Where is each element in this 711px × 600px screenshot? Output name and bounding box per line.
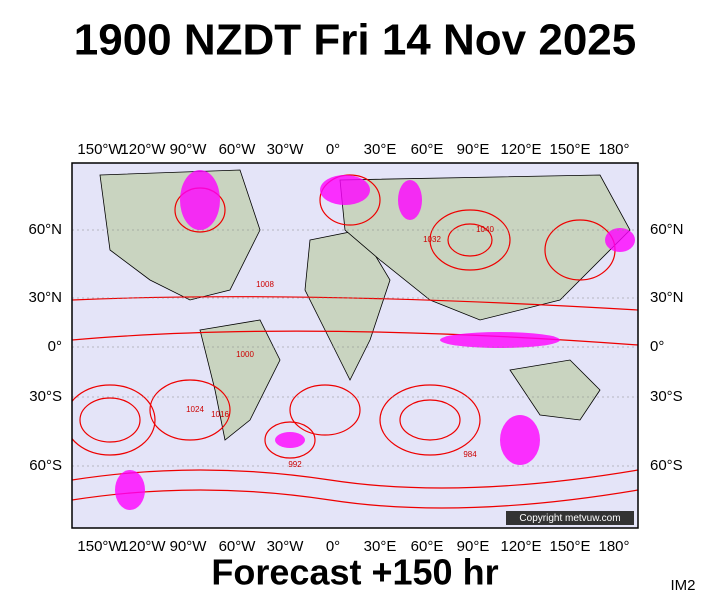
- longitude-label: 150°W: [77, 141, 123, 158]
- longitude-label: 90°W: [170, 538, 208, 555]
- isobar-label: 1008: [256, 280, 274, 289]
- longitude-label: 30°E: [364, 538, 397, 555]
- longitude-label: 30°W: [267, 141, 305, 158]
- longitude-label: 60°E: [411, 141, 444, 158]
- latitude-label: 60°S: [650, 457, 683, 474]
- latitude-label: 30°S: [650, 388, 683, 405]
- longitude-label: 30°W: [267, 538, 305, 555]
- longitude-label: 90°E: [457, 141, 490, 158]
- longitude-label: 30°E: [364, 141, 397, 158]
- isobar-label: 1032: [423, 235, 441, 244]
- longitude-label: 60°W: [219, 538, 257, 555]
- latitude-label: 60°S: [29, 457, 62, 474]
- forecast: Forecast +150 hr: [211, 552, 498, 593]
- latitude-label: 30°S: [29, 388, 62, 405]
- longitude-label: 120°E: [500, 141, 541, 158]
- latitude-label: 30°N: [650, 289, 684, 306]
- longitude-label: 150°E: [549, 141, 590, 158]
- longitude-label: 60°E: [411, 538, 444, 555]
- axes: 150°W150°W120°W120°W90°W90°W60°W60°W30°W…: [28, 141, 683, 555]
- isobar-label: 992: [288, 460, 302, 469]
- longitude-label: 150°W: [77, 538, 123, 555]
- longitude-label: 180°: [598, 141, 629, 158]
- map: 1016 1024 1000 992 1040 1032 1008 984 Copyright…: [28, 141, 683, 555]
- longitude-label: 0°: [326, 538, 340, 555]
- longitude-label: 120°E: [500, 538, 541, 555]
- isobar-label: 1000: [236, 350, 254, 359]
- longitude-label: 90°W: [170, 141, 208, 158]
- latitude-label: 0°: [48, 338, 62, 355]
- longitude-label: 90°E: [457, 538, 490, 555]
- latitude-label: 30°N: [28, 289, 62, 306]
- longitude-label: 120°W: [120, 538, 166, 555]
- copyright: Copyright metvuw.com: [519, 513, 620, 524]
- isobar-label: 984: [463, 450, 477, 459]
- image-code: IM2: [670, 577, 695, 594]
- longitude-label: 150°E: [549, 538, 590, 555]
- map-features: 1016 1024 1000 992 1040 1032 1008 984: [72, 169, 638, 510]
- isobar-label: 1040: [476, 225, 494, 234]
- latitude-label: 60°N: [28, 221, 62, 238]
- longitude-label: 180°: [598, 538, 629, 555]
- copyright-box: [506, 511, 634, 525]
- isobar-label: 1016: [211, 410, 229, 419]
- title: 1900 NZDT Fri 14 Nov 2025: [74, 16, 636, 65]
- map-frame: [71, 162, 639, 529]
- latitude-label: 60°N: [650, 221, 684, 238]
- longitude-label: 60°W: [219, 141, 257, 158]
- longitude-label: 120°W: [120, 141, 166, 158]
- isobar-label: 1024: [186, 405, 204, 414]
- longitude-label: 0°: [326, 141, 340, 158]
- latitude-label: 0°: [650, 338, 664, 355]
